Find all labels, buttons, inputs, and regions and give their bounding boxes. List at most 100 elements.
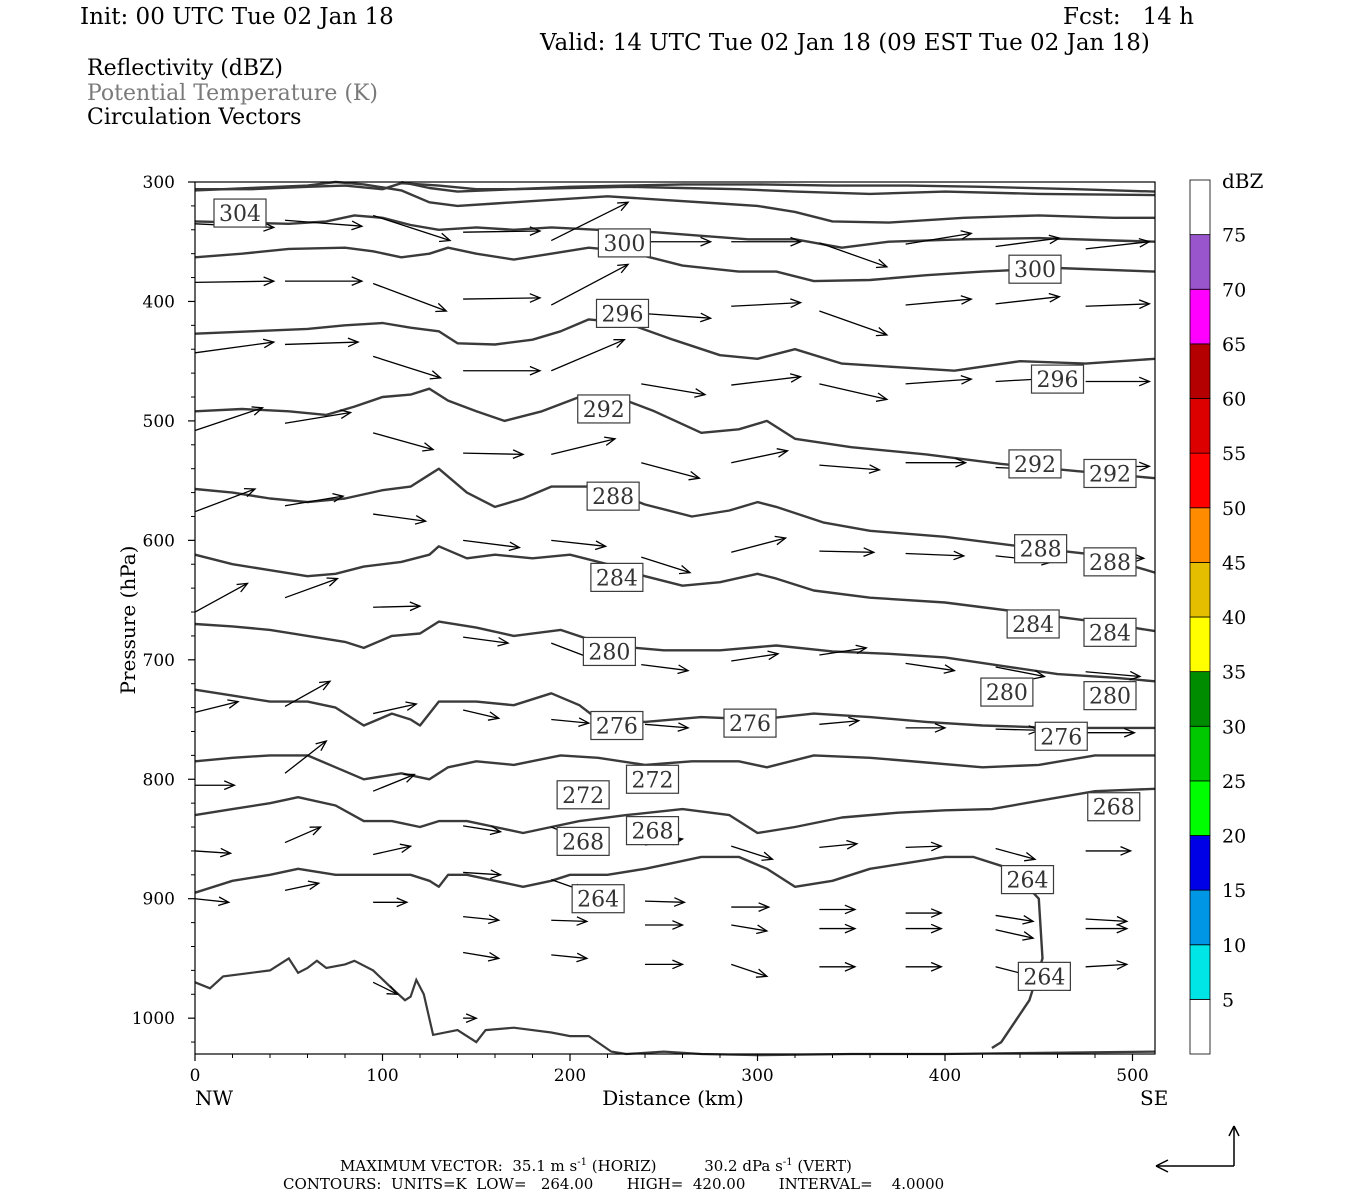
circulation-vector — [194, 487, 257, 513]
label-box — [595, 298, 650, 328]
vector-shaft — [463, 825, 501, 833]
vector-shaft — [550, 339, 625, 372]
isentrope-280 — [194, 620, 1156, 683]
vector-head — [758, 902, 771, 912]
vector-head — [339, 409, 353, 419]
circulation-vector — [1085, 923, 1129, 934]
vector-shaft — [463, 951, 499, 960]
circulation-vector — [284, 826, 323, 844]
circulation-vector — [194, 847, 233, 858]
max-vertical-vector: 30.2 dPa s — [704, 1157, 783, 1175]
vector-shaft — [373, 513, 426, 522]
vert-exponent: -1 — [782, 1157, 793, 1168]
vector-head — [347, 337, 360, 348]
isentrope-316 — [401, 180, 1156, 193]
vector-head — [315, 739, 328, 752]
y-axis-label: Pressure (hPa) — [116, 546, 140, 695]
isentrope-label: 296 — [595, 298, 650, 328]
vector-shaft — [372, 981, 398, 995]
circulation-vector — [819, 923, 857, 934]
isentrope-label: 276 — [723, 708, 777, 738]
vector-shaft — [284, 740, 327, 774]
vector-shaft — [551, 438, 616, 455]
vector-head — [307, 880, 321, 891]
vector-head — [776, 448, 790, 458]
colorbar: 5 10 15 20 25 30 35 40 45 50 55 60 65 70 75 — [1189, 179, 1246, 1055]
colorbar-title: dBZ — [1222, 169, 1264, 193]
vector-shaft — [819, 843, 857, 848]
vector-head — [487, 951, 501, 962]
horiz-exponent: -1 — [577, 1157, 587, 1168]
x-tick-label: 200 — [554, 1066, 586, 1086]
circulation-vector — [284, 680, 332, 707]
colorbar-cell — [1189, 780, 1211, 836]
circulation-vector — [641, 312, 713, 323]
vector-head — [1120, 846, 1133, 856]
vector-head — [1024, 851, 1037, 862]
isentrope-label: 264 — [1000, 864, 1055, 895]
vector-shaft — [641, 312, 711, 319]
circulation-vector — [1085, 727, 1137, 738]
x-tick-label: 500 — [1116, 1066, 1148, 1086]
y-tick-label: 700 — [143, 651, 175, 671]
vector-shaft — [551, 954, 587, 960]
circulation-vector — [551, 436, 617, 455]
colorbar-cell — [1189, 671, 1211, 727]
vector-shaft — [905, 662, 955, 672]
circulation-vector — [1085, 846, 1133, 856]
vector-shaft — [284, 495, 344, 507]
vector-head — [438, 232, 452, 243]
circulation-vector — [905, 374, 973, 385]
label-box — [590, 710, 644, 741]
isentrope-label-text: 284 — [1012, 613, 1054, 638]
label-box — [213, 198, 267, 228]
vector-head — [844, 961, 857, 972]
isentrope-label: 304 — [213, 198, 267, 228]
colorbar-label: 45 — [1222, 552, 1246, 574]
colorbar-label: 40 — [1222, 607, 1246, 629]
x-axis-label: Distance (km) — [602, 1086, 744, 1110]
vector-head — [489, 869, 503, 880]
vector-head — [617, 263, 630, 274]
colorbar-label: 60 — [1222, 389, 1246, 411]
isentrope-label-text: 288 — [1089, 551, 1131, 576]
legend-circulation-vectors: Circulation Vectors — [87, 105, 302, 130]
vector-head — [930, 908, 943, 918]
vector-head — [855, 644, 868, 655]
vector-head — [930, 923, 943, 934]
vector-head — [699, 312, 713, 323]
vector-head — [953, 550, 966, 561]
label-box — [586, 481, 640, 511]
isentrope-label-text: 276 — [729, 712, 771, 737]
isentrope-label: 280 — [1083, 681, 1137, 711]
vector-shaft — [995, 914, 1034, 923]
circulation-vector — [731, 845, 775, 861]
isentrope-label: 272 — [556, 780, 610, 810]
vector-head — [578, 717, 591, 728]
vector-head — [1116, 923, 1129, 934]
vector-shaft — [550, 263, 629, 306]
vector-head — [960, 295, 973, 305]
label-box — [597, 228, 651, 258]
isentrope-label: 296 — [1030, 364, 1085, 394]
vector-shaft — [1085, 241, 1150, 250]
vector-shaft — [284, 826, 321, 844]
vector-head — [678, 565, 692, 575]
circulation-vector — [995, 292, 1062, 305]
vector-shaft — [731, 963, 768, 977]
isentrope-label-text: 280 — [1089, 685, 1131, 710]
circulation-vector — [995, 666, 1047, 680]
circulation-vector — [194, 896, 231, 907]
vector-head — [756, 924, 769, 935]
label-box — [1008, 449, 1062, 479]
circulation-vector — [550, 201, 630, 242]
vector-head — [332, 492, 345, 503]
circulation-vector — [284, 577, 340, 599]
colorbar-label: 15 — [1222, 880, 1246, 902]
vector-head — [1048, 234, 1062, 245]
terrain-surface — [194, 956, 1156, 1057]
circulation-vector — [995, 929, 1035, 941]
vector-shaft — [905, 378, 972, 385]
vector-shaft — [194, 700, 239, 713]
